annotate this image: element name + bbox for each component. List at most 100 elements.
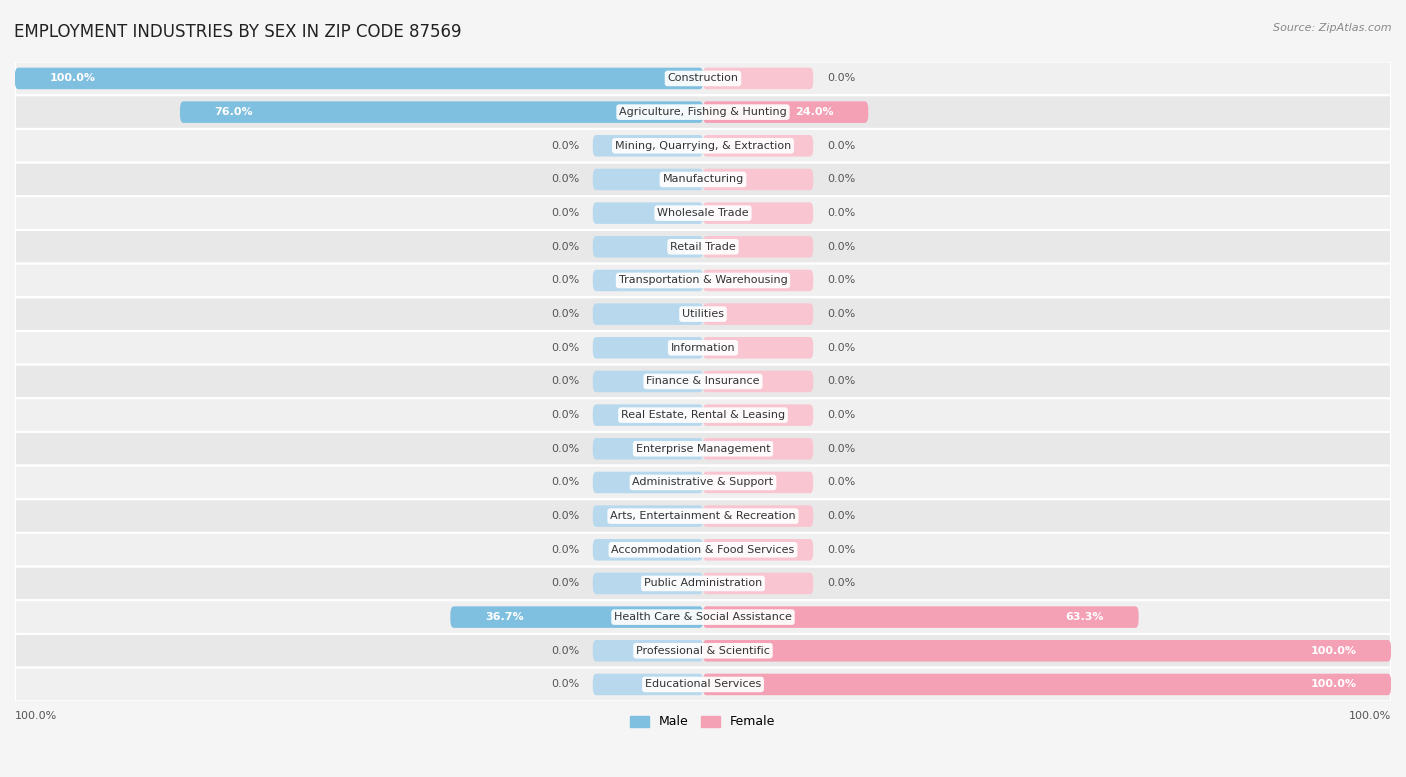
Text: 0.0%: 0.0% [551, 444, 579, 454]
Text: Utilities: Utilities [682, 309, 724, 319]
Text: 0.0%: 0.0% [551, 276, 579, 285]
Text: 0.0%: 0.0% [827, 578, 855, 588]
FancyBboxPatch shape [15, 96, 1391, 129]
Text: 0.0%: 0.0% [827, 545, 855, 555]
FancyBboxPatch shape [703, 169, 813, 190]
FancyBboxPatch shape [703, 472, 813, 493]
FancyBboxPatch shape [593, 337, 703, 358]
FancyBboxPatch shape [15, 533, 1391, 566]
Text: 0.0%: 0.0% [551, 410, 579, 420]
FancyBboxPatch shape [15, 432, 1391, 465]
FancyBboxPatch shape [593, 505, 703, 527]
Text: 100.0%: 100.0% [1348, 712, 1391, 721]
FancyBboxPatch shape [15, 364, 1391, 399]
FancyBboxPatch shape [703, 101, 869, 123]
FancyBboxPatch shape [15, 331, 1391, 364]
FancyBboxPatch shape [703, 438, 813, 459]
Text: 100.0%: 100.0% [1310, 679, 1357, 689]
FancyBboxPatch shape [593, 135, 703, 156]
FancyBboxPatch shape [15, 230, 1391, 263]
Text: 0.0%: 0.0% [827, 175, 855, 184]
Text: Administrative & Support: Administrative & Support [633, 477, 773, 487]
FancyBboxPatch shape [593, 169, 703, 190]
Text: 0.0%: 0.0% [551, 309, 579, 319]
Text: 0.0%: 0.0% [551, 679, 579, 689]
Text: Information: Information [671, 343, 735, 353]
Text: Manufacturing: Manufacturing [662, 175, 744, 184]
FancyBboxPatch shape [703, 135, 813, 156]
Text: Transportation & Warehousing: Transportation & Warehousing [619, 276, 787, 285]
FancyBboxPatch shape [593, 236, 703, 257]
Text: Retail Trade: Retail Trade [671, 242, 735, 252]
Text: Public Administration: Public Administration [644, 578, 762, 588]
FancyBboxPatch shape [15, 162, 1391, 197]
Text: 0.0%: 0.0% [827, 511, 855, 521]
Text: 0.0%: 0.0% [827, 141, 855, 151]
FancyBboxPatch shape [593, 371, 703, 392]
FancyBboxPatch shape [15, 61, 1391, 96]
Text: Construction: Construction [668, 74, 738, 83]
FancyBboxPatch shape [593, 539, 703, 560]
FancyBboxPatch shape [15, 601, 1391, 634]
FancyBboxPatch shape [15, 129, 1391, 162]
Text: 0.0%: 0.0% [551, 477, 579, 487]
FancyBboxPatch shape [703, 674, 1391, 695]
Text: Source: ZipAtlas.com: Source: ZipAtlas.com [1274, 23, 1392, 33]
FancyBboxPatch shape [15, 634, 1391, 667]
Text: 0.0%: 0.0% [551, 208, 579, 218]
FancyBboxPatch shape [15, 465, 1391, 500]
FancyBboxPatch shape [15, 399, 1391, 432]
Text: 0.0%: 0.0% [827, 242, 855, 252]
FancyBboxPatch shape [15, 263, 1391, 298]
FancyBboxPatch shape [703, 640, 1391, 661]
FancyBboxPatch shape [593, 202, 703, 224]
Text: 0.0%: 0.0% [551, 376, 579, 386]
FancyBboxPatch shape [703, 236, 813, 257]
Text: Educational Services: Educational Services [645, 679, 761, 689]
Text: 0.0%: 0.0% [551, 343, 579, 353]
FancyBboxPatch shape [703, 303, 813, 325]
FancyBboxPatch shape [15, 298, 1391, 331]
FancyBboxPatch shape [593, 573, 703, 594]
FancyBboxPatch shape [703, 505, 813, 527]
Text: 100.0%: 100.0% [15, 712, 58, 721]
Text: Mining, Quarrying, & Extraction: Mining, Quarrying, & Extraction [614, 141, 792, 151]
FancyBboxPatch shape [15, 667, 1391, 702]
Text: 24.0%: 24.0% [796, 107, 834, 117]
FancyBboxPatch shape [703, 404, 813, 426]
FancyBboxPatch shape [593, 270, 703, 291]
Text: 0.0%: 0.0% [827, 343, 855, 353]
FancyBboxPatch shape [15, 68, 703, 89]
Text: 0.0%: 0.0% [827, 309, 855, 319]
FancyBboxPatch shape [15, 500, 1391, 533]
Text: Health Care & Social Assistance: Health Care & Social Assistance [614, 612, 792, 622]
Text: 0.0%: 0.0% [551, 141, 579, 151]
Text: Real Estate, Rental & Leasing: Real Estate, Rental & Leasing [621, 410, 785, 420]
Text: 0.0%: 0.0% [551, 511, 579, 521]
Text: 76.0%: 76.0% [215, 107, 253, 117]
Text: 0.0%: 0.0% [827, 444, 855, 454]
FancyBboxPatch shape [593, 640, 703, 661]
Text: 63.3%: 63.3% [1066, 612, 1104, 622]
Text: 0.0%: 0.0% [827, 208, 855, 218]
FancyBboxPatch shape [703, 371, 813, 392]
FancyBboxPatch shape [180, 101, 703, 123]
FancyBboxPatch shape [703, 539, 813, 560]
FancyBboxPatch shape [15, 566, 1391, 601]
FancyBboxPatch shape [593, 404, 703, 426]
Text: 0.0%: 0.0% [827, 410, 855, 420]
Text: 100.0%: 100.0% [1310, 646, 1357, 656]
Text: Accommodation & Food Services: Accommodation & Food Services [612, 545, 794, 555]
Legend: Male, Female: Male, Female [626, 710, 780, 733]
Text: 0.0%: 0.0% [827, 376, 855, 386]
Text: 0.0%: 0.0% [551, 545, 579, 555]
FancyBboxPatch shape [703, 337, 813, 358]
Text: 0.0%: 0.0% [827, 74, 855, 83]
FancyBboxPatch shape [593, 303, 703, 325]
FancyBboxPatch shape [15, 197, 1391, 230]
FancyBboxPatch shape [703, 202, 813, 224]
Text: Professional & Scientific: Professional & Scientific [636, 646, 770, 656]
Text: 0.0%: 0.0% [551, 242, 579, 252]
Text: 0.0%: 0.0% [551, 646, 579, 656]
Text: 0.0%: 0.0% [551, 175, 579, 184]
